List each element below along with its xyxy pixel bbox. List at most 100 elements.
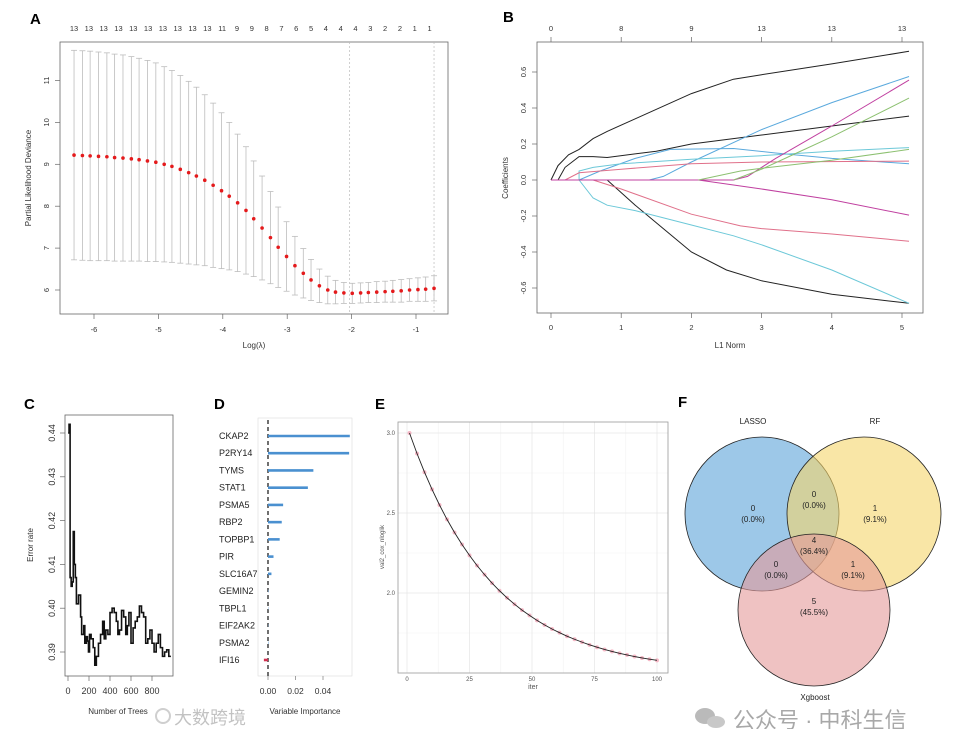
deviance-point — [260, 226, 264, 230]
x-tick-label: 100 — [652, 677, 663, 683]
y-tick-label: 0.2 — [519, 139, 528, 149]
x-tick-label: 0.00 — [260, 686, 277, 696]
top-axis-label: 3 — [368, 24, 372, 33]
error-rate-line — [68, 423, 171, 666]
top-axis-label: 9 — [235, 24, 239, 33]
top-axis-label: 13 — [144, 24, 152, 33]
top-axis-label: 4 — [339, 24, 343, 33]
deviance-point — [374, 290, 379, 294]
y-tick-label: -0.6 — [519, 282, 528, 295]
top-axis-label: 6 — [294, 24, 298, 33]
deviance-point — [423, 287, 428, 291]
y-tick-label: 0.4 — [519, 103, 528, 113]
x-tick-label: -1 — [413, 325, 420, 334]
coefficient-path-line — [550, 50, 910, 181]
y-axis-label: Partial Likelihood Deviance — [24, 129, 33, 226]
gene-label: GEMIN2 — [219, 586, 254, 596]
venn-region-percent: (0.0%) — [741, 515, 765, 524]
top-axis-label: 13 — [70, 24, 78, 33]
x-tick-label: 75 — [591, 677, 598, 683]
top-axis-label: 1 — [427, 24, 431, 33]
venn-region-count: 0 — [812, 490, 817, 499]
venn-region-percent: (45.5%) — [800, 608, 828, 617]
plot-frame — [64, 414, 174, 677]
loss-line — [409, 432, 658, 661]
watermark-left-text: 大数跨境 — [174, 708, 246, 728]
coefficient-path-line — [649, 76, 910, 181]
plot-frame — [59, 41, 449, 315]
deviance-point — [219, 188, 224, 193]
panel-label-a: A — [30, 11, 41, 28]
top-axis-label: 9 — [689, 24, 693, 33]
x-tick-label: -3 — [284, 325, 291, 334]
y-tick-label: 10 — [42, 118, 51, 126]
gene-label: P2RY14 — [219, 448, 252, 458]
y-tick-label: 0.40 — [47, 599, 57, 617]
top-axis-label: 13 — [129, 24, 137, 33]
venn-region-count: 0 — [751, 504, 756, 513]
y-tick-label: 6 — [42, 288, 51, 292]
venn-set-label: LASSO — [740, 417, 767, 426]
x-axis-label: Variable Importance — [270, 707, 342, 716]
coefficient-path-line — [578, 147, 910, 181]
top-axis-label: 4 — [353, 24, 357, 33]
y-tick-label: 0.44 — [47, 424, 57, 442]
top-axis-label: 13 — [114, 24, 122, 33]
y-tick-label: 7 — [42, 246, 51, 250]
watermark-right-text: 公众号 · 中科生信 — [733, 708, 907, 729]
panel-d-variable-importance-plot: Variable Importance CKAP2 P2RY14 TYMS STAT1… — [219, 417, 353, 716]
x-tick-label: 600 — [123, 686, 138, 696]
panel-e-xgboost-loss-plot: iter val2_cox_nloglik 0 25 50 75 100 2.0 2.5 3.… — [380, 421, 669, 691]
top-axis-label: 13 — [159, 24, 167, 33]
x-tick-label: 0 — [65, 686, 70, 696]
x-tick-label: 400 — [102, 686, 117, 696]
x-tick-label: 2 — [689, 323, 693, 332]
venn-region-count: 5 — [812, 597, 817, 606]
panel-label-f: F — [678, 394, 687, 411]
venn-region-percent: (9.1%) — [863, 515, 887, 524]
top-axis-label: 13 — [203, 24, 211, 33]
deviance-point — [350, 291, 355, 296]
gene-label: PSMA2 — [219, 638, 250, 648]
venn-region-count: 0 — [774, 560, 779, 569]
top-axis-label: 13 — [188, 24, 196, 33]
y-tick-label: 3.0 — [387, 431, 396, 437]
x-tick-label: 5 — [900, 323, 904, 332]
deviance-point — [358, 291, 363, 295]
deviance-point — [268, 235, 273, 240]
gene-label: IFI16 — [219, 655, 240, 665]
x-tick-label: 200 — [81, 686, 96, 696]
venn-region-percent: (9.1%) — [841, 571, 865, 580]
x-tick-label: 3 — [760, 323, 764, 332]
top-axis-label: 13 — [174, 24, 182, 33]
gene-label: TOPBP1 — [219, 534, 254, 544]
deviance-point — [333, 290, 338, 294]
x-tick-label: 50 — [529, 677, 536, 683]
deviance-point — [284, 254, 289, 259]
y-tick-label: -0.2 — [519, 210, 528, 223]
panel-label-e: E — [375, 396, 385, 413]
venn-region-count: 1 — [873, 504, 878, 513]
x-tick-label: -6 — [91, 325, 98, 334]
deviance-point — [145, 159, 150, 163]
top-axis-label: 13 — [99, 24, 107, 33]
deviance-point — [96, 154, 101, 159]
deviance-point — [383, 289, 387, 294]
y-axis-label: val2_cox_nloglik — [380, 524, 386, 569]
panel-label-b: B — [503, 9, 514, 26]
venn-region-count: 1 — [851, 560, 856, 569]
venn-set-label: Xgboost — [800, 693, 830, 702]
gene-label: PSMA5 — [219, 500, 250, 510]
deviance-point — [186, 170, 191, 175]
x-tick-label: -2 — [348, 325, 355, 334]
gene-label: SLC16A7 — [219, 569, 258, 579]
deviance-point — [366, 290, 371, 295]
gene-label: STAT1 — [219, 483, 246, 493]
watermark-logo-icon — [155, 708, 171, 724]
deviance-point — [154, 160, 158, 165]
coefficient-path-line — [698, 179, 910, 216]
y-tick-label: 0.41 — [47, 556, 57, 574]
top-axis-label: 2 — [383, 24, 387, 33]
y-tick-label: 0.6 — [519, 67, 528, 77]
